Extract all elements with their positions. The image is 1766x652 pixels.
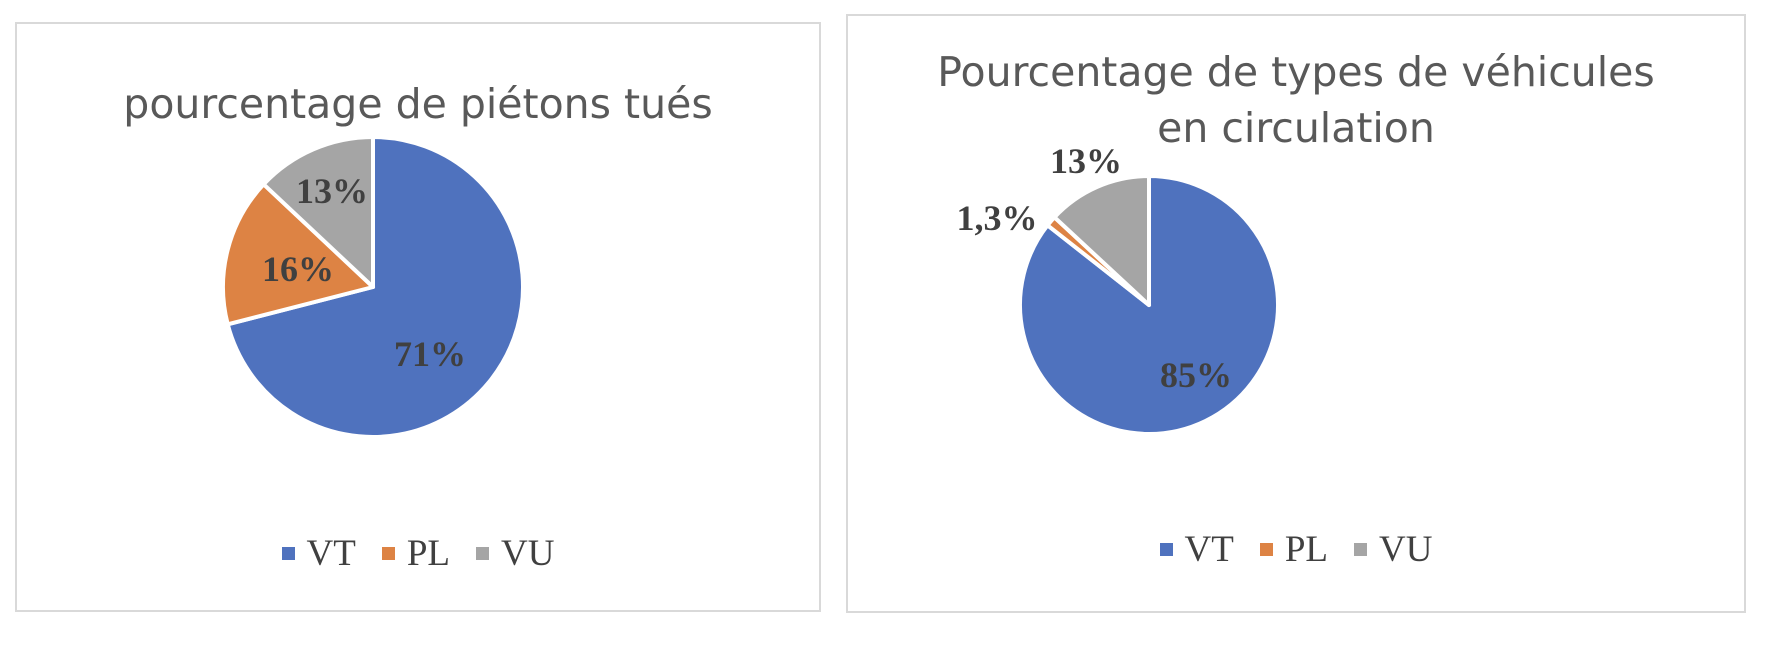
legend-swatch-vu [476,547,490,560]
pie-slice-vt [225,135,525,439]
legend-label: PL [1284,529,1329,570]
chart-panel-pietons: pourcentage de piétons tués 71% 16% 13% VT… [15,22,821,612]
data-label-pl: 1,3% [957,198,1038,238]
legend-swatch-pl [381,547,395,560]
legend-item-vt: VT [281,532,356,575]
legend-swatch-vu [1354,543,1368,556]
legend-label: VU [1379,529,1433,570]
legend-item-pl: PL [381,532,451,575]
pie-slice-vu [261,135,375,289]
pie-chart: 85% 1,3% 13% [957,141,1280,436]
legend-swatch-vt [1159,543,1173,556]
data-label-vu: 13% [1050,141,1122,181]
legend-item-pl: PL [1259,528,1329,571]
legend-item-vu: VU [476,532,554,575]
legend-swatch-pl [1259,543,1273,556]
chart-title: Pourcentage de types de véhicules en cir… [937,48,1655,152]
chart-legend: VT PL VU [848,528,1744,571]
legend-item-vu: VU [1354,528,1432,571]
legend-label: VT [1184,529,1234,570]
legend-label: PL [406,533,451,574]
chart-title: pourcentage de piétons tués [123,80,713,128]
data-label-pl: 16% [262,249,334,289]
legend-label: VT [306,533,356,574]
data-label-vu: 13% [296,171,368,211]
pie-chart: 71% 16% 13% [221,135,525,439]
data-label-vt: 85% [1160,355,1232,395]
pie-slice-vu [1052,174,1151,307]
legend-label: VU [501,533,555,574]
pie-slice-pl [221,182,375,327]
chart-panel-vehicules: Pourcentage de types de véhicules en cir… [846,14,1746,613]
data-label-vt: 71% [394,334,466,374]
legend-swatch-vt [281,547,295,560]
legend-item-vt: VT [1159,528,1234,571]
chart-legend: VT PL VU [17,532,819,575]
